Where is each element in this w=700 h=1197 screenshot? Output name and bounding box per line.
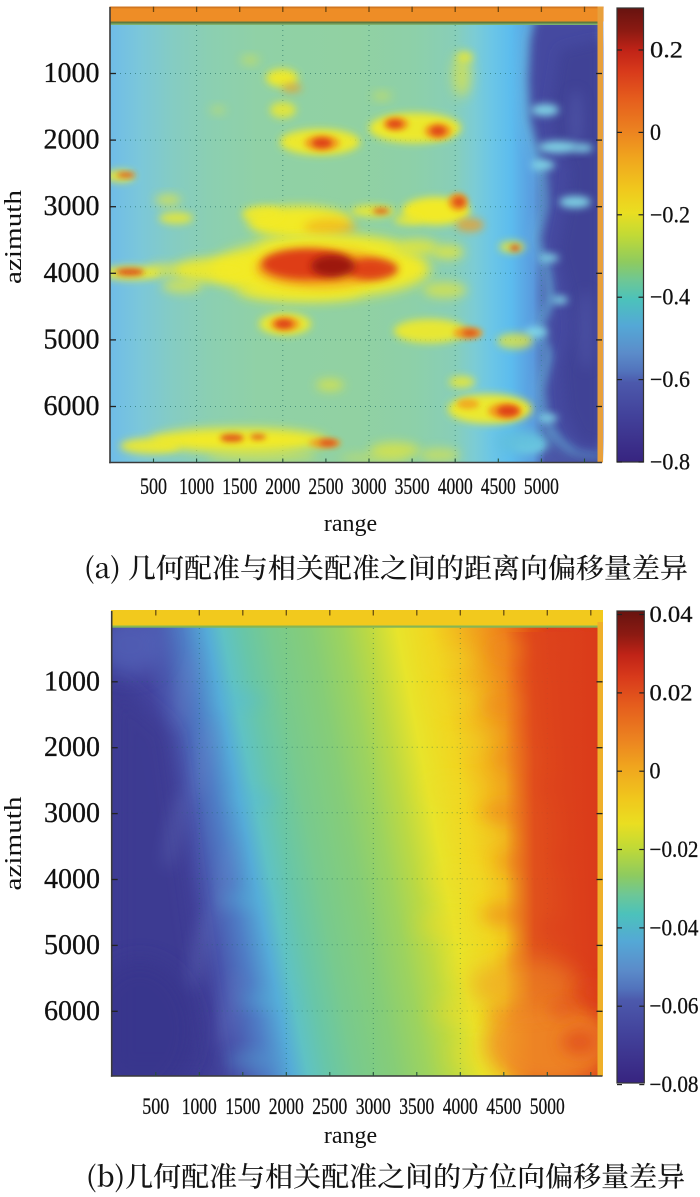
svg-text:2000: 2000 [44, 125, 100, 156]
svg-text:−0.02: −0.02 [650, 837, 699, 862]
svg-text:1000: 1000 [44, 666, 100, 697]
svg-text:−0.4: −0.4 [650, 285, 690, 310]
svg-text:azimuth: azimuth [0, 797, 27, 891]
svg-text:6000: 6000 [44, 996, 100, 1027]
svg-text:1500: 1500 [222, 474, 257, 499]
svg-text:5000: 5000 [524, 474, 559, 499]
svg-text:4500: 4500 [486, 1094, 521, 1119]
svg-text:0.02: 0.02 [650, 680, 693, 705]
svg-text:range: range [324, 1123, 377, 1149]
svg-text:1000: 1000 [179, 474, 214, 499]
svg-text:−0.2: −0.2 [650, 202, 690, 227]
svg-text:1000: 1000 [44, 58, 100, 89]
svg-text:3000: 3000 [44, 798, 100, 829]
svg-text:5000: 5000 [530, 1094, 565, 1119]
svg-text:3000: 3000 [352, 474, 387, 499]
svg-text:0.04: 0.04 [650, 602, 694, 627]
svg-text:6000: 6000 [44, 391, 100, 422]
svg-text:2000: 2000 [265, 474, 300, 499]
svg-text:2500: 2500 [312, 1094, 347, 1119]
svg-text:−0.08: −0.08 [650, 1072, 699, 1097]
svg-text:4000: 4000 [438, 474, 473, 499]
svg-text:4000: 4000 [443, 1094, 478, 1119]
svg-text:2000: 2000 [269, 1094, 304, 1119]
svg-text:3500: 3500 [395, 474, 430, 499]
svg-text:−0.6: −0.6 [650, 367, 690, 392]
svg-text:4000: 4000 [44, 258, 100, 289]
svg-text:5000: 5000 [44, 324, 100, 355]
svg-text:0: 0 [650, 759, 661, 784]
svg-text:4500: 4500 [481, 474, 516, 499]
svg-text:range: range [324, 511, 377, 537]
svg-text:azimuth: azimuth [0, 190, 27, 284]
svg-text:1500: 1500 [225, 1094, 260, 1119]
svg-text:3000: 3000 [44, 191, 100, 222]
svg-text:5000: 5000 [44, 930, 100, 961]
svg-text:2000: 2000 [44, 732, 100, 763]
svg-text:0.2: 0.2 [650, 38, 683, 63]
svg-text:500: 500 [142, 1094, 169, 1119]
svg-text:−0.8: −0.8 [650, 450, 690, 475]
svg-text:4000: 4000 [44, 864, 100, 895]
svg-text:500: 500 [140, 474, 167, 499]
svg-text:2500: 2500 [308, 474, 343, 499]
svg-text:−0.04: −0.04 [650, 915, 699, 940]
svg-text:0: 0 [650, 120, 661, 145]
svg-text:−0.06: −0.06 [650, 994, 699, 1019]
svg-text:3000: 3000 [356, 1094, 391, 1119]
svg-text:3500: 3500 [399, 1094, 434, 1119]
svg-text:1000: 1000 [182, 1094, 217, 1119]
